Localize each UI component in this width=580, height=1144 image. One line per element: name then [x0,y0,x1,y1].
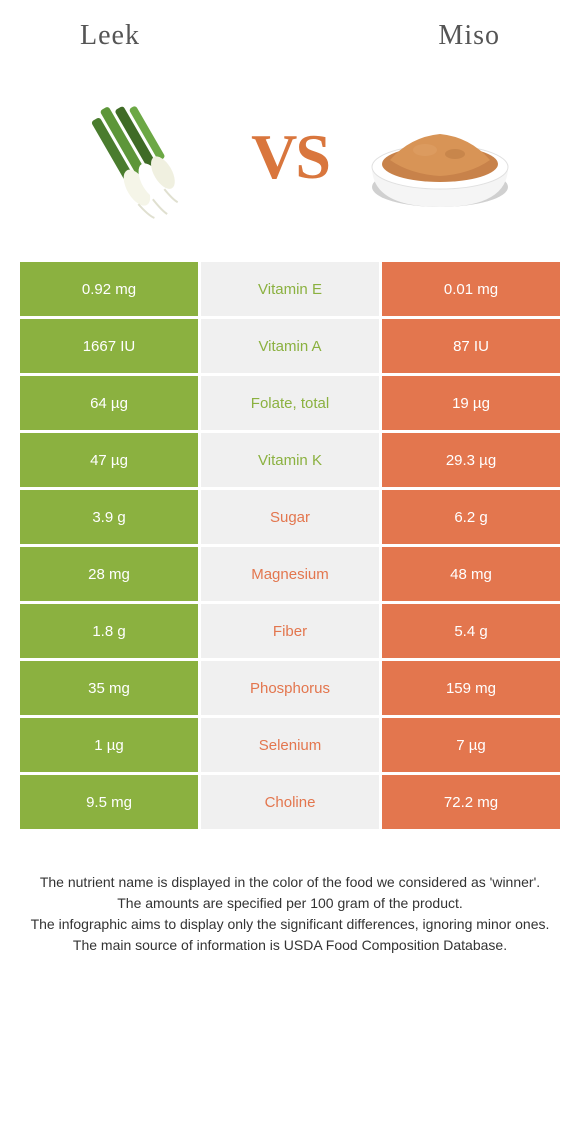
miso-title: Miso [438,20,500,52]
table-row: 9.5 mgCholine72.2 mg [20,775,560,829]
footer-line-4: The main source of information is USDA F… [20,935,560,956]
table-row: 1.8 gFiber5.4 g [20,604,560,658]
table-row: 47 µgVitamin K29.3 µg [20,433,560,487]
footer: The nutrient name is displayed in the co… [0,832,580,976]
right-value: 48 mg [382,547,560,601]
nutrient-label: Phosphorus [201,661,379,715]
table-row: 28 mgMagnesium48 mg [20,547,560,601]
right-value: 5.4 g [382,604,560,658]
leek-image [50,82,230,232]
left-value: 35 mg [20,661,198,715]
left-value: 47 µg [20,433,198,487]
nutrient-label: Vitamin E [201,262,379,316]
nutrient-table: 0.92 mgVitamin E0.01 mg1667 IUVitamin A8… [20,262,560,829]
right-value: 6.2 g [382,490,560,544]
nutrient-label: Selenium [201,718,379,772]
right-value: 29.3 µg [382,433,560,487]
left-value: 1 µg [20,718,198,772]
right-value: 0.01 mg [382,262,560,316]
image-row: VS [20,72,560,262]
miso-image [350,82,530,232]
footer-line-2: The amounts are specified per 100 gram o… [20,893,560,914]
nutrient-label: Fiber [201,604,379,658]
left-value: 28 mg [20,547,198,601]
table-row: 64 µgFolate, total19 µg [20,376,560,430]
nutrient-label: Choline [201,775,379,829]
header: Leek Miso [20,20,560,72]
right-value: 72.2 mg [382,775,560,829]
right-value: 87 IU [382,319,560,373]
left-value: 1.8 g [20,604,198,658]
right-value: 159 mg [382,661,560,715]
nutrient-label: Sugar [201,490,379,544]
left-value: 9.5 mg [20,775,198,829]
table-row: 1 µgSelenium7 µg [20,718,560,772]
table-row: 0.92 mgVitamin E0.01 mg [20,262,560,316]
table-row: 3.9 gSugar6.2 g [20,490,560,544]
right-value: 19 µg [382,376,560,430]
table-row: 35 mgPhosphorus159 mg [20,661,560,715]
nutrient-label: Vitamin A [201,319,379,373]
left-value: 64 µg [20,376,198,430]
nutrient-label: Vitamin K [201,433,379,487]
nutrient-label: Magnesium [201,547,379,601]
right-value: 7 µg [382,718,560,772]
table-row: 1667 IUVitamin A87 IU [20,319,560,373]
left-value: 1667 IU [20,319,198,373]
vs-text: VS [251,120,329,194]
footer-line-1: The nutrient name is displayed in the co… [20,872,560,893]
footer-line-3: The infographic aims to display only the… [20,914,560,935]
left-value: 3.9 g [20,490,198,544]
leek-title: Leek [80,20,140,52]
nutrient-label: Folate, total [201,376,379,430]
left-value: 0.92 mg [20,262,198,316]
